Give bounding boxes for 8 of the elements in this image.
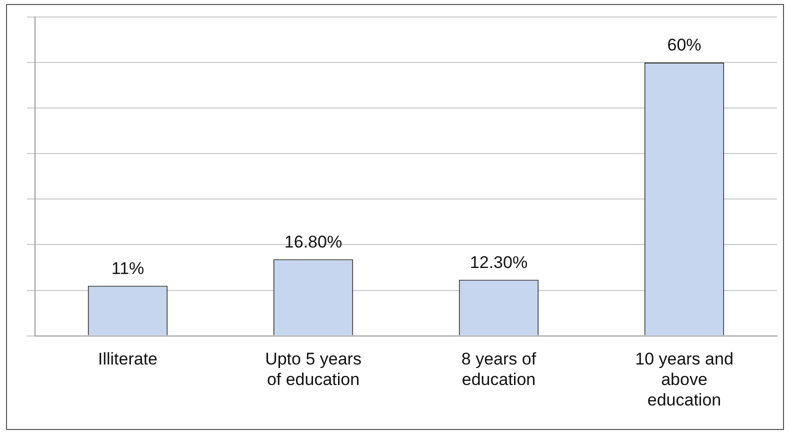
- data-label: 60%: [667, 36, 702, 55]
- x-tick-label: Illiterate: [98, 350, 158, 369]
- x-tick-label: Upto 5 years of education: [265, 350, 362, 390]
- data-label: 16.80%: [284, 232, 342, 252]
- x-tick-label: 8 years of education: [461, 350, 536, 390]
- data-label: 12.30%: [470, 252, 528, 272]
- x-tick-label: 10 years and above education: [635, 350, 734, 410]
- data-label: 11%: [111, 258, 144, 278]
